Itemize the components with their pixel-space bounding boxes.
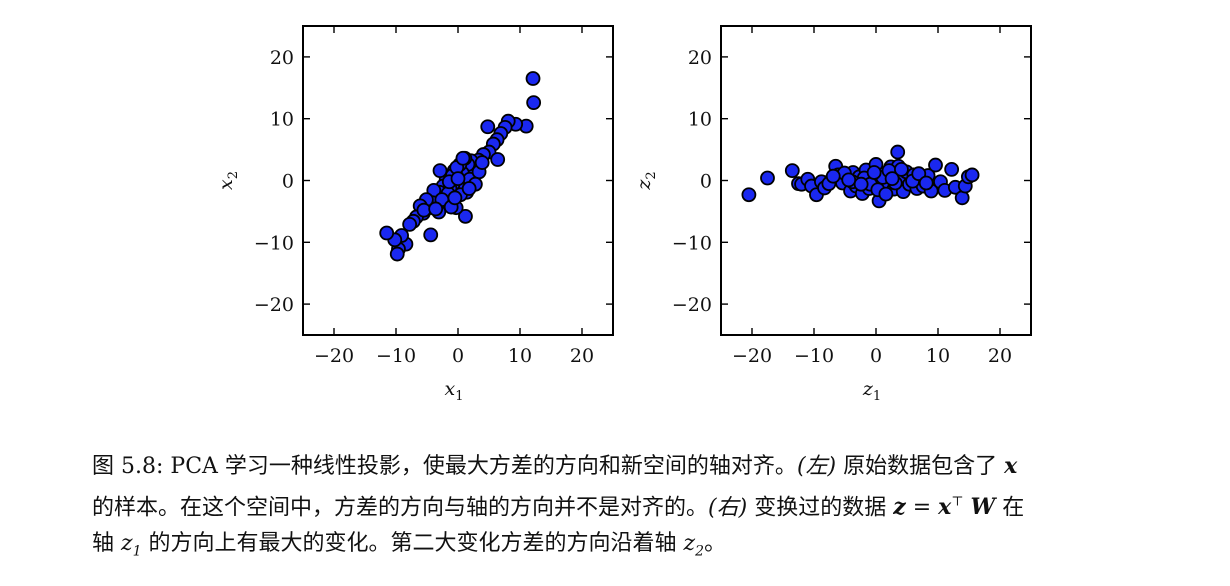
right-x-tick-label: −20: [732, 345, 772, 367]
right-data-point: [741, 187, 757, 203]
caption-text-3: 的样本。在这个空间中，方差的方向与轴的方向并不是对齐的。: [92, 495, 709, 521]
left-x-tick-label: −10: [376, 345, 416, 367]
eq-equals: =: [905, 495, 939, 521]
eq-x: x: [938, 494, 952, 521]
equation: z = x⊤ W: [893, 494, 996, 521]
left-data-point: [458, 208, 473, 224]
right-y-tick-label: 20: [688, 47, 712, 69]
right-y-axis-label: z2: [633, 171, 659, 190]
right-data-point: [841, 172, 857, 188]
left-y-tick-label: 0: [282, 171, 294, 193]
right-data-point: [760, 170, 775, 186]
right-x-tick-label: 20: [988, 345, 1012, 367]
eq-W: W: [970, 494, 996, 521]
right-data-point: [918, 175, 934, 191]
left-y-tick-label: 10: [270, 109, 294, 131]
right-data-point: [825, 168, 841, 184]
left-data-point: [455, 150, 471, 166]
left-data-point: [450, 171, 466, 187]
right-scatter-plot: −20 −10 0 10 20 −20 −10 0 10 20 z1 z2: [633, 25, 1032, 404]
right-x-tick-label: 0: [870, 345, 882, 367]
caption-text-7: 的方向上有最大的变化。第二大变化方差的方向沿着轴: [148, 531, 677, 557]
left-y-tick-label: 20: [270, 47, 294, 69]
left-data-point: [474, 155, 490, 170]
right-y-tick-label: 10: [688, 109, 712, 131]
left-data-point: [480, 119, 496, 135]
right-data-point: [894, 161, 909, 177]
right-data-point: [884, 171, 900, 187]
right-y-tick-label: −10: [672, 232, 712, 254]
right-data-point: [878, 186, 894, 202]
left-data-point: [402, 216, 418, 232]
eq-z: z: [893, 494, 906, 521]
right-data-point: [784, 163, 800, 179]
left-x-tick-label: 20: [570, 345, 594, 367]
left-y-axis-label: x2: [215, 171, 241, 190]
caption-text-4: 变换过的数据: [754, 495, 887, 521]
left-y-tick-label: −20: [254, 294, 294, 316]
right-y-tick-label: −20: [672, 294, 712, 316]
caption-text-2: 原始数据包含了: [843, 454, 998, 479]
right-x-tick-label: 10: [926, 345, 950, 367]
left-x-tick-label: 10: [508, 345, 532, 367]
left-data-point: [526, 95, 542, 111]
figure-number: 图 5.8:: [92, 454, 164, 479]
left-scatter-plot: −20 −10 0 10 20 −20 −10 0 10 20 x1 x2: [215, 25, 614, 404]
right-panel-tag: (右): [708, 495, 748, 521]
left-data-point: [432, 163, 448, 179]
left-y-axis-label-sub: 2: [226, 171, 241, 179]
right-data-point: [866, 165, 882, 180]
caption-text-8: 。: [704, 531, 727, 557]
right-data-point: [944, 161, 960, 177]
right-y-tick-label: 0: [700, 171, 712, 193]
z1-var: z1: [121, 531, 142, 560]
left-x-axis-label-sub: 1: [455, 389, 463, 404]
left-data-point: [389, 246, 405, 262]
left-data-point: [379, 225, 395, 241]
left-x-tick-label: −20: [314, 345, 354, 367]
figure-caption: 图 5.8: PCA 学习一种线性投影，使最大方差的方向和新空间的轴对齐。(左)…: [92, 448, 1162, 570]
left-x-axis-label: x1: [445, 378, 464, 404]
right-x-tick-label: −10: [794, 345, 834, 367]
right-x-axis-label-sub: 1: [873, 389, 881, 404]
right-x-axis-label: z1: [862, 378, 881, 404]
left-x-tick-label: 0: [452, 345, 464, 367]
var-x: x: [1004, 453, 1018, 479]
left-data-point: [490, 152, 506, 167]
eq-transpose: ⊤: [951, 495, 964, 510]
left-data-point: [461, 181, 477, 196]
left-data-point: [428, 201, 444, 217]
left-data-point: [423, 227, 439, 243]
left-data-point: [447, 190, 463, 206]
left-panel-tag: (左): [796, 454, 837, 479]
left-data-point: [525, 71, 541, 86]
z2-var: z2: [683, 531, 705, 560]
caption-text-1: PCA 学习一种线性投影，使最大方差的方向和新空间的轴对齐。: [170, 454, 797, 479]
right-data-point: [928, 157, 943, 173]
caption-text-6: 轴: [92, 531, 115, 557]
left-y-tick-label: −10: [254, 232, 294, 254]
right-data-point: [890, 144, 906, 160]
caption-text-5: 在: [1002, 495, 1025, 521]
right-data-point: [853, 176, 869, 192]
right-data-point: [964, 167, 980, 183]
right-y-axis-label-sub: 2: [644, 171, 659, 179]
